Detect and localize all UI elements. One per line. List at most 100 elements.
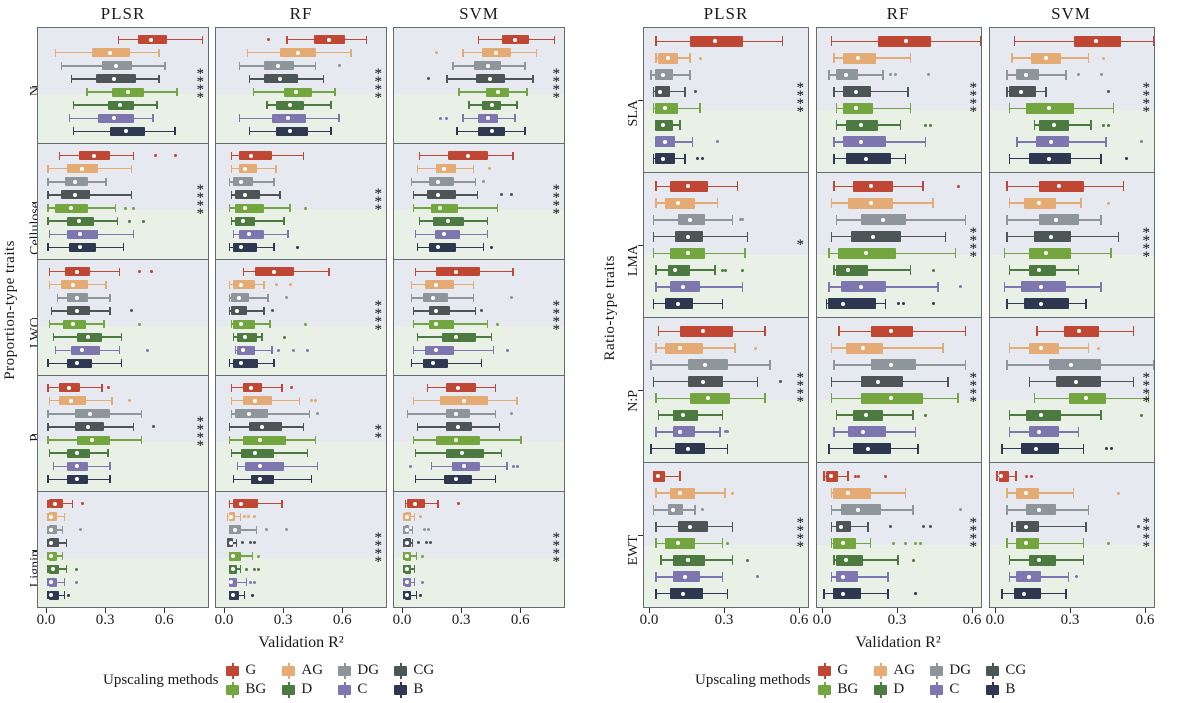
mean-dot xyxy=(74,477,79,482)
mean-dot xyxy=(288,103,292,108)
mean-dot xyxy=(903,39,908,44)
mean-dot xyxy=(868,184,873,189)
star: * xyxy=(1142,233,1151,249)
whisker-cap xyxy=(261,333,263,342)
outlier-dot xyxy=(314,399,318,403)
outlier-dot xyxy=(138,270,142,274)
box xyxy=(446,383,476,393)
outlier-dot xyxy=(142,219,146,223)
panel-cell: * * * * xyxy=(816,27,982,173)
outlier-dot xyxy=(296,245,300,249)
star: * xyxy=(552,537,561,554)
outlier-dot xyxy=(253,567,257,571)
mean-dot xyxy=(462,464,467,469)
panel-cell: * * * * xyxy=(989,317,1155,463)
star: * xyxy=(1142,386,1151,402)
whisker-cap xyxy=(660,555,662,566)
whisker-cap xyxy=(414,230,417,239)
whisker-cap xyxy=(47,578,49,587)
outlier-dot xyxy=(284,296,288,300)
box xyxy=(1021,443,1059,455)
box xyxy=(1038,180,1084,192)
x-axis-title: Validation R² xyxy=(855,634,941,651)
x-tick-label: 0.0 xyxy=(639,612,659,628)
column-title-plsr: PLSR xyxy=(703,4,749,23)
whisker-cap xyxy=(47,552,49,561)
outlier-dot xyxy=(130,309,134,313)
whisker-cap xyxy=(1028,376,1030,387)
mean-dot xyxy=(876,379,880,384)
outlier-dot xyxy=(138,322,142,326)
box xyxy=(238,229,265,239)
significance-stars: * * * * xyxy=(1143,81,1151,120)
star: * xyxy=(969,531,978,547)
whisker-line xyxy=(230,413,310,415)
box xyxy=(677,521,708,533)
whisker-cap xyxy=(47,512,49,521)
whisker-cap xyxy=(694,504,696,515)
mean-dot xyxy=(1024,72,1028,77)
star: * xyxy=(374,81,383,98)
whisker-cap xyxy=(650,443,652,454)
whisker-cap xyxy=(228,359,231,368)
row-label: EWT xyxy=(626,535,641,566)
y-axis-group-label: Ratio-type traits xyxy=(602,255,618,361)
mean-dot xyxy=(48,527,53,532)
mean-dot xyxy=(1036,429,1041,434)
whisker-cap xyxy=(957,393,959,404)
whisker-cap xyxy=(118,346,121,355)
ratio-traits-figure: PLSR RF SVM Ratio-type traits Validation… xyxy=(600,0,1189,703)
whisker-cap xyxy=(652,248,654,259)
whisker-cap xyxy=(833,153,835,164)
star: * xyxy=(1142,225,1151,241)
whisker-cap xyxy=(917,443,919,454)
mean-dot xyxy=(888,329,893,334)
box xyxy=(1028,247,1071,259)
panel-cell: * xyxy=(643,172,809,318)
whisker-cap xyxy=(334,88,336,97)
whisker-cap xyxy=(412,320,415,329)
box xyxy=(232,280,255,290)
whisker-cap xyxy=(912,410,914,421)
star: * xyxy=(969,523,978,539)
box xyxy=(665,342,703,354)
outlier-dot xyxy=(889,73,892,77)
whisker-cap xyxy=(365,35,368,44)
whisker-cap xyxy=(721,298,723,309)
star: * xyxy=(796,378,805,394)
star: * xyxy=(552,65,561,82)
outlier-dot xyxy=(274,283,278,287)
whisker-cap xyxy=(516,101,518,110)
mean-dot xyxy=(705,396,710,401)
outlier-dot xyxy=(1077,73,1080,77)
mean-dot xyxy=(853,106,858,111)
outlier-dot xyxy=(914,592,917,596)
whisker-cap xyxy=(1015,471,1017,482)
whisker-cap xyxy=(944,231,946,242)
outlier-dot xyxy=(894,73,897,77)
whisker-cap xyxy=(492,346,495,355)
mean-dot xyxy=(675,541,680,546)
whisker-cap xyxy=(446,74,448,83)
x-axis-title: Validation R² xyxy=(258,634,344,651)
mean-dot xyxy=(86,335,91,340)
legend-label: C xyxy=(949,681,960,697)
x-tick-label: 0.3 xyxy=(887,612,907,628)
mean-dot xyxy=(1034,446,1038,451)
whisker-cap xyxy=(476,190,479,199)
whisker-line xyxy=(230,220,285,222)
whisker-cap xyxy=(263,280,265,289)
mean-dot xyxy=(663,139,667,144)
outlier-dot xyxy=(1099,73,1103,77)
x-tick-label: 0.3 xyxy=(714,612,734,628)
whisker-cap xyxy=(437,499,439,508)
legend-label: C xyxy=(357,681,368,697)
whisker-cap xyxy=(689,53,691,64)
mean-dot xyxy=(404,540,409,545)
star: * xyxy=(374,73,383,90)
whisker-cap xyxy=(833,136,835,147)
mean-dot xyxy=(454,269,459,274)
box xyxy=(870,359,916,371)
significance-stars: * * * * xyxy=(1143,516,1151,555)
mean-dot xyxy=(670,507,675,512)
